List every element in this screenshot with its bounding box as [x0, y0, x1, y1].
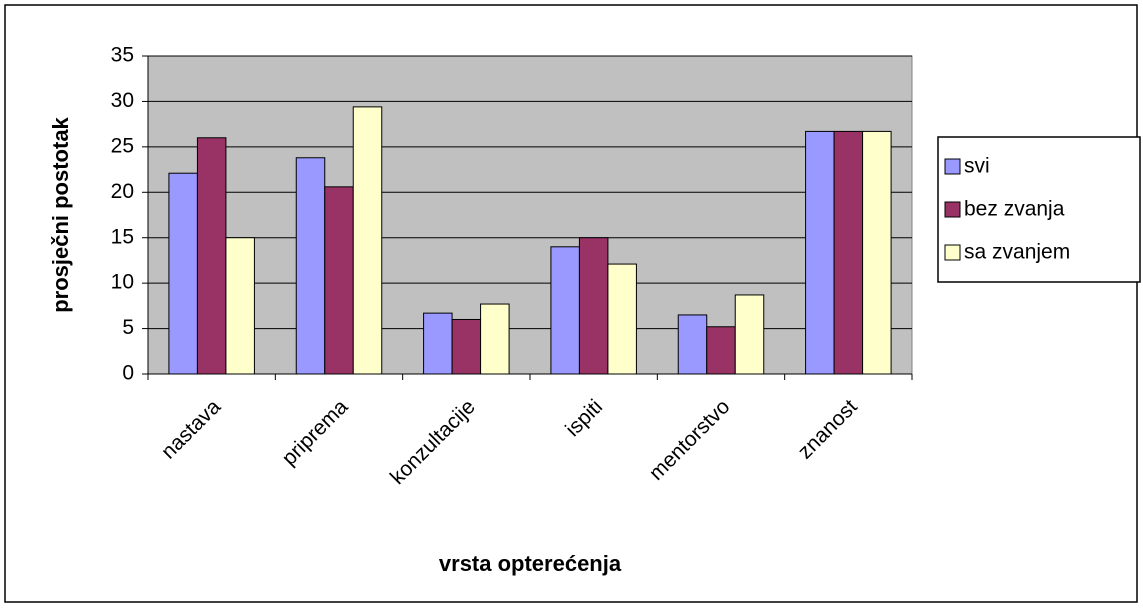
y-tick-label: 30 — [111, 89, 134, 112]
bar — [862, 130, 892, 375]
x-axis-title: vrsta opterećenja — [439, 551, 622, 576]
bar — [607, 263, 637, 375]
legend-label: bez zvanja — [964, 198, 1065, 221]
bar — [423, 312, 453, 375]
bar — [225, 237, 255, 375]
legend-label: sa zvanjem — [964, 241, 1070, 264]
bar — [480, 303, 510, 375]
bar — [805, 130, 835, 375]
legend-box — [937, 136, 1141, 283]
plot-background — [147, 55, 913, 375]
bar — [196, 137, 227, 375]
legend-swatch — [944, 158, 961, 175]
y-tick-label: 0 — [122, 362, 134, 385]
bar — [833, 130, 864, 375]
bar — [578, 237, 609, 375]
bar — [324, 186, 354, 375]
bar — [295, 157, 326, 375]
bar — [706, 326, 736, 375]
legend-swatch — [944, 201, 961, 218]
y-tick-label: 20 — [111, 180, 134, 203]
bar — [734, 294, 765, 375]
bar — [550, 246, 580, 375]
y-tick-label: 15 — [111, 225, 134, 248]
bar — [352, 106, 383, 375]
bar — [451, 318, 482, 375]
bar — [677, 314, 708, 375]
y-tick-label: 25 — [111, 134, 134, 157]
legend-label: svi — [964, 155, 990, 178]
y-tick-label: 10 — [111, 271, 134, 294]
y-tick-label: 35 — [111, 44, 134, 67]
bar — [168, 172, 198, 375]
legend-swatch — [944, 244, 961, 261]
y-axis-title: prosječni postotak — [48, 116, 73, 312]
y-tick-label: 5 — [122, 316, 134, 339]
